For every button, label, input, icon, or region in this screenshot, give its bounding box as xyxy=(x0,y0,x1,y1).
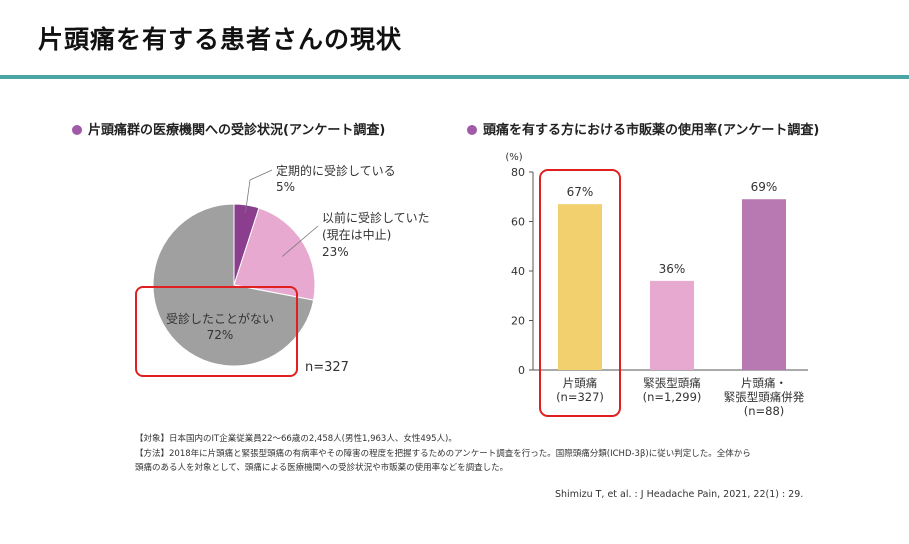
x-tick-label: (n=327) xyxy=(556,390,604,404)
note-method-cont: 頭痛のある人を対象として、頭痛による医療機関への受診状況や市販薬の使用率などを調… xyxy=(135,463,509,473)
bar-chart-title: 頭痛を有する方における市販薬の使用率(アンケート調査) xyxy=(483,123,820,138)
bar-value-label: 69% xyxy=(751,180,778,194)
leader-line xyxy=(281,225,319,257)
y-axis-title: (%) xyxy=(505,152,522,163)
pie-chart-title: 片頭痛群の医療機関への受診状況(アンケート調査) xyxy=(88,123,386,138)
x-tick-label: (n=88) xyxy=(744,404,785,418)
bar xyxy=(650,280,694,370)
citation: Shimizu T, et al. : J Headache Pain, 202… xyxy=(555,489,804,500)
note-target: 【対象】日本国内のIT企業従業員22～66歳の2,458人(男性1,963人、女… xyxy=(135,434,457,444)
pie-label: 以前に受診していた xyxy=(322,210,430,225)
pie-value-label: 5% xyxy=(276,180,295,194)
x-tick-label: (n=1,299) xyxy=(643,390,702,404)
pie-value-label: 23% xyxy=(322,245,349,259)
y-tick-label: 20 xyxy=(511,315,525,328)
x-tick-label: 緊張型頭痛併発 xyxy=(724,390,805,404)
x-tick-label: 片頭痛・ xyxy=(741,376,787,390)
y-tick-label: 60 xyxy=(511,216,525,229)
pie-slice xyxy=(233,207,316,301)
pie-label: 定期的に受診している xyxy=(276,163,396,178)
y-tick-label: 80 xyxy=(511,166,525,179)
page-title: 片頭痛を有する患者さんの現状 xyxy=(38,25,403,54)
pie-chart-heading: 片頭痛群の医療機関への受診状況(アンケート調査) xyxy=(72,119,385,138)
pie-label: 受診したことがない xyxy=(166,311,274,326)
bar-value-label: 67% xyxy=(567,185,594,199)
bar xyxy=(742,199,786,370)
sample-size-label: n=327 xyxy=(305,360,349,375)
highlight-box xyxy=(135,286,298,377)
bullet-icon xyxy=(72,125,82,135)
y-tick-label: 40 xyxy=(511,265,525,278)
x-tick-label: 緊張型頭痛 xyxy=(643,376,701,390)
title-divider xyxy=(0,75,909,79)
x-tick-label: 片頭痛 xyxy=(563,376,598,390)
bar xyxy=(558,204,602,370)
note-method: 【方法】2018年に片頭痛と緊張型頭痛の有病率やその障害の程度を把握するためのア… xyxy=(135,449,751,459)
bar-value-label: 36% xyxy=(659,262,686,276)
highlight-box xyxy=(539,169,621,417)
pie-value-label: 72% xyxy=(207,328,234,342)
pie-slice xyxy=(152,203,315,367)
bullet-icon xyxy=(467,125,477,135)
y-tick-label: 0 xyxy=(518,364,525,377)
bar-chart-heading: 頭痛を有する方における市販薬の使用率(アンケート調査) xyxy=(467,119,819,138)
leader-line xyxy=(245,169,273,213)
pie-label: (現在は中止) xyxy=(322,227,391,242)
